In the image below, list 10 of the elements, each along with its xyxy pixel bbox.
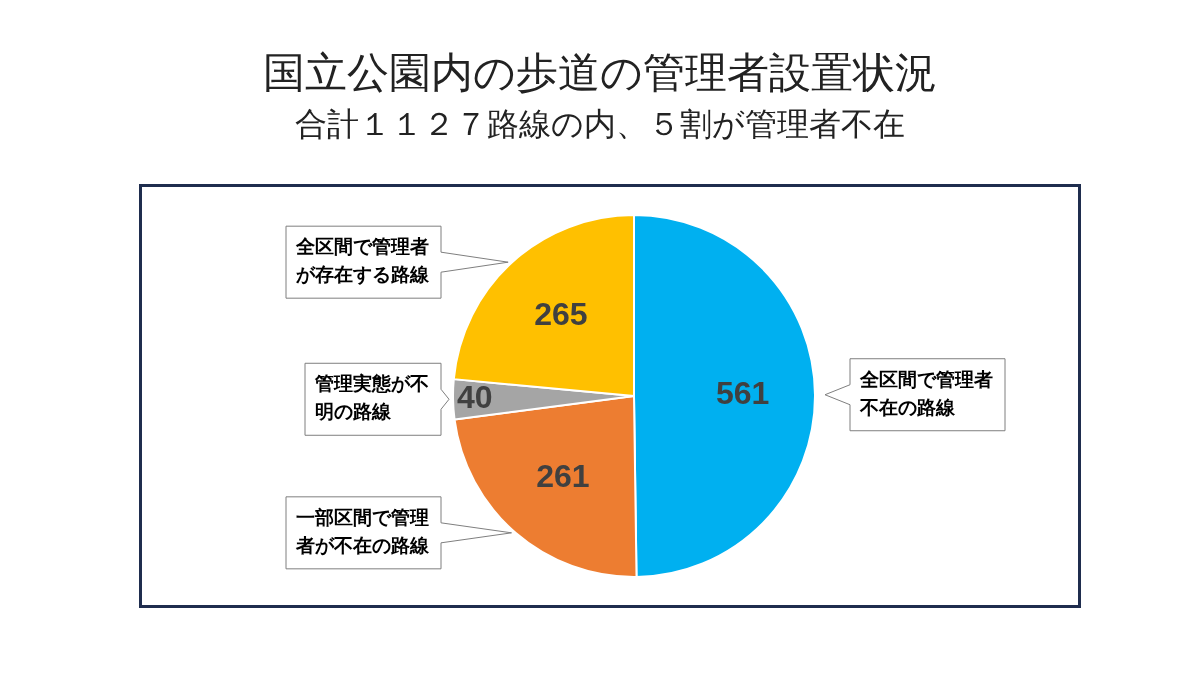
chart-subtitle: 合計１１２７路線の内、５割が管理者不在 bbox=[294, 104, 906, 144]
data-label: 261 bbox=[536, 457, 590, 494]
data-label: 40 bbox=[456, 378, 493, 415]
slice-label: 全区間で管理者不在の路線 bbox=[859, 367, 993, 418]
chart-title: 国立公園内の歩道の管理者設置状況 bbox=[262, 48, 938, 98]
slice-label: 管理実態が不明の路線 bbox=[314, 372, 429, 423]
data-label: 265 bbox=[534, 295, 588, 332]
data-label: 561 bbox=[715, 375, 770, 412]
slice-label: 一部区間で管理者が不在の路線 bbox=[295, 505, 430, 556]
slice-label: 全区間で管理者が存在する路線 bbox=[295, 235, 430, 286]
